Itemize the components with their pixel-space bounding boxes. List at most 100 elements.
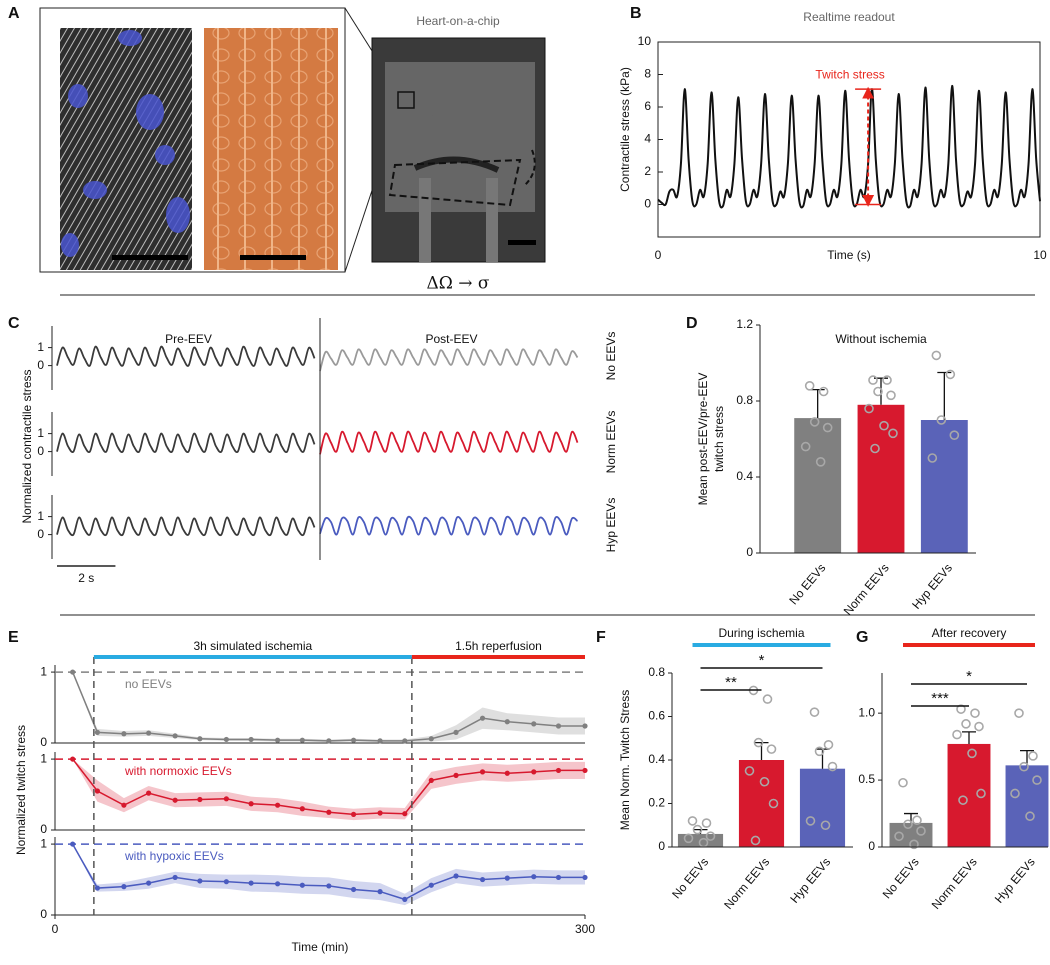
data-point: [879, 420, 889, 431]
y-tick-label: 0: [658, 839, 665, 853]
data-point: [750, 835, 761, 846]
y-tick-label: 0.4: [736, 469, 753, 483]
x-tick-label: 10: [1033, 248, 1047, 262]
point: [326, 809, 332, 815]
data-point: [705, 831, 716, 841]
point: [504, 875, 510, 881]
data-point: [1010, 788, 1020, 799]
axis-label: Normalized contractile stress: [20, 369, 34, 523]
inset-frame: [39, 7, 346, 273]
point: [248, 801, 254, 807]
point: [377, 810, 383, 816]
panel-label: E: [8, 629, 19, 646]
x-tick-label: 300: [575, 922, 595, 936]
y-tick-label: 10: [638, 34, 652, 48]
category-label: No EEVs: [786, 561, 828, 607]
trace: [56, 432, 316, 453]
chip-outline: [388, 158, 522, 207]
point: [172, 797, 178, 803]
data-point: [1028, 751, 1038, 761]
y-tick-label: 0.5: [858, 772, 875, 786]
point: [504, 770, 510, 776]
panel-label: A: [8, 5, 20, 22]
row-label: Norm EEVs: [604, 411, 618, 474]
error-bar: [1020, 749, 1034, 766]
point: [70, 756, 76, 762]
error-bar: [962, 731, 976, 744]
nuclei: [61, 30, 190, 257]
phase-label: Post-EEV: [425, 332, 477, 346]
x-axis-label: Time (s): [827, 248, 871, 262]
category-label: No EEVs: [669, 855, 711, 901]
point: [428, 777, 434, 783]
data-point: [818, 386, 829, 397]
x-axis-label: Time (min): [292, 940, 349, 954]
chart-title: During ischemia: [718, 626, 804, 640]
data-point: [766, 744, 777, 754]
data-point: [909, 839, 919, 850]
y-tick-label: 0: [37, 444, 44, 458]
y-tick-label: 0: [868, 839, 875, 853]
data-point: [967, 748, 977, 759]
point: [94, 885, 100, 891]
y-tick-label: 4: [644, 132, 651, 146]
category-label: Hyp EEVs: [992, 855, 1038, 906]
data-point: [815, 456, 826, 467]
point: [555, 723, 562, 729]
data-point: [814, 746, 825, 757]
series-label: with hypoxic EEVs: [124, 849, 224, 863]
chip-substrate: [385, 62, 535, 212]
axis-label: Mean post-EEV/pre-EEV: [696, 373, 710, 506]
y-tick-label: 2: [644, 164, 651, 178]
point: [428, 882, 434, 888]
point: [146, 880, 152, 886]
data-point: [805, 816, 816, 826]
tissue-lanes: [217, 28, 327, 270]
y-tick-label: 0.2: [648, 796, 665, 810]
category-label: No EEVs: [880, 855, 922, 901]
chart-title: Realtime readout: [803, 10, 895, 24]
point: [377, 889, 383, 895]
point: [275, 802, 281, 808]
data-point: [762, 694, 773, 704]
row-label: Hyp EEVs: [604, 498, 618, 553]
data-point: [768, 798, 779, 809]
point: [326, 738, 332, 744]
data-point: [945, 369, 956, 380]
y-tick-label: 1: [37, 509, 44, 523]
category-label: Norm EEVs: [841, 561, 892, 618]
point: [504, 719, 510, 725]
chip-leads: [419, 178, 498, 262]
panel-label: C: [8, 315, 20, 332]
data-point: [804, 380, 815, 391]
significance-label: *: [759, 652, 765, 669]
chart-title: After recovery: [932, 626, 1007, 640]
data-point: [888, 428, 898, 439]
point: [197, 878, 203, 884]
panel-label: B: [630, 5, 642, 22]
data-point: [976, 788, 986, 799]
bar: [920, 420, 968, 553]
point: [146, 790, 152, 796]
point: [197, 736, 203, 742]
chip-electrode: [419, 102, 498, 178]
chip-caption: ΔΩ → σ: [426, 274, 489, 294]
category-label: Norm EEVs: [721, 855, 772, 912]
data-point: [701, 818, 712, 828]
chip-title: Heart-on-a-chip: [416, 14, 500, 28]
data-point: [974, 721, 984, 732]
axis-label: Mean Norm. Twitch Stress: [618, 690, 632, 830]
y-tick-label: 1: [40, 836, 47, 850]
category-label: Hyp EEVs: [909, 561, 955, 612]
data-point: [912, 815, 922, 826]
trace: [319, 430, 579, 455]
point: [121, 884, 127, 890]
bar: [947, 743, 991, 847]
y-tick-label: 1: [40, 664, 47, 678]
data-point: [753, 737, 764, 748]
bar: [1005, 765, 1049, 847]
scale-bar: [112, 255, 188, 260]
point: [223, 879, 229, 885]
data-point: [961, 719, 971, 729]
